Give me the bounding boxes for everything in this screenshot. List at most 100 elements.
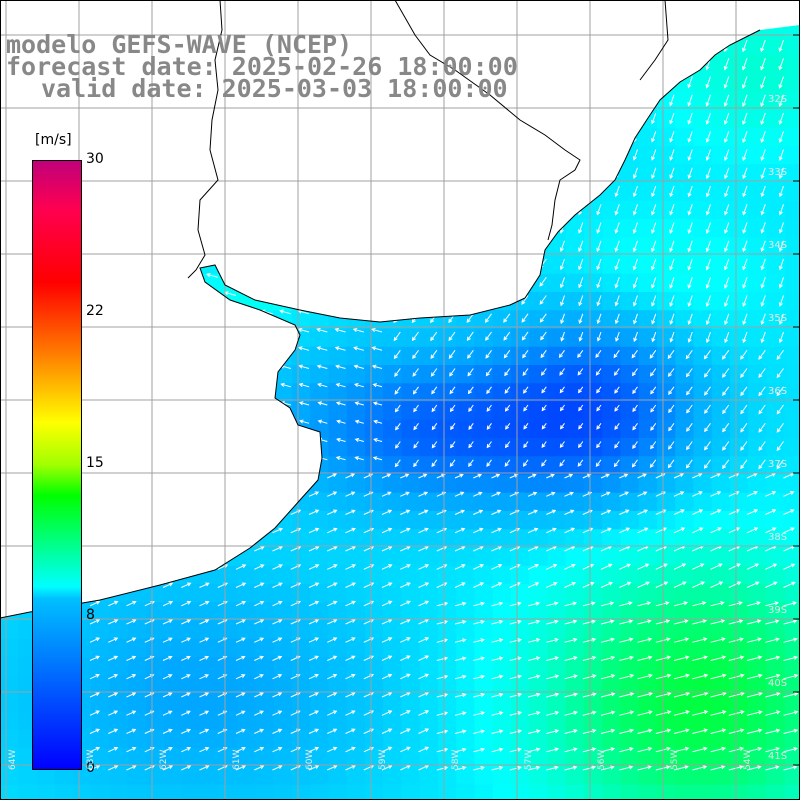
wind-arrow-head bbox=[669, 229, 674, 234]
wind-arrow-head bbox=[393, 336, 398, 342]
wind-arrow bbox=[746, 563, 759, 570]
wind-arrow bbox=[431, 386, 438, 394]
wind-arrow-head bbox=[314, 746, 320, 751]
wind-arrow-head bbox=[760, 120, 765, 126]
wind-arrow bbox=[779, 295, 784, 306]
wind-arrow bbox=[619, 545, 630, 552]
wind-arrow bbox=[686, 368, 693, 377]
wind-arrow-head bbox=[168, 765, 174, 769]
wind-arrow-head bbox=[740, 691, 745, 696]
wind-arrow bbox=[308, 564, 319, 570]
wind-arrow-head bbox=[314, 582, 320, 587]
wind-arrow bbox=[546, 766, 559, 771]
wind-arrow-head bbox=[387, 637, 393, 642]
wind-arrow-head bbox=[498, 711, 504, 716]
wind-arrow-head bbox=[498, 656, 504, 661]
wind-arrow bbox=[582, 711, 596, 716]
wind-arrow bbox=[491, 528, 502, 534]
wind-arrow-head bbox=[486, 407, 491, 412]
wind-arrow bbox=[473, 564, 484, 570]
wind-arrow-head bbox=[758, 373, 763, 379]
wind-arrow-head bbox=[756, 619, 762, 624]
wind-arrow bbox=[614, 423, 620, 430]
wind-arrow-head bbox=[687, 138, 692, 143]
wind-arrow bbox=[668, 441, 675, 450]
wind-arrow-head bbox=[705, 302, 710, 308]
wind-arrow-head bbox=[204, 728, 210, 733]
wind-arrow bbox=[633, 149, 638, 160]
wind-arrow-head bbox=[521, 336, 526, 341]
wind-arrow bbox=[546, 748, 559, 753]
wind-arrow bbox=[619, 563, 631, 570]
wind-arrow-head bbox=[536, 710, 541, 716]
wind-arrow bbox=[710, 638, 725, 643]
wind-arrow bbox=[527, 602, 540, 607]
wind-arrow bbox=[582, 729, 596, 734]
colorbar-tick-0: 0 bbox=[86, 760, 95, 776]
wind-arrow-head bbox=[299, 419, 304, 424]
wind-arrow-head bbox=[704, 409, 709, 414]
wind-arrow bbox=[509, 582, 521, 588]
wind-arrow-head bbox=[335, 456, 341, 461]
wind-arrow bbox=[761, 277, 766, 288]
wind-arrow-head bbox=[651, 119, 656, 125]
wind-arrow-head bbox=[480, 674, 486, 679]
wind-arrow-head bbox=[686, 427, 691, 432]
wind-arrow-head bbox=[687, 174, 692, 180]
wind-arrow-head bbox=[536, 692, 541, 697]
wind-arrow bbox=[746, 656, 762, 661]
wind-arrow bbox=[418, 582, 429, 588]
wind-arrow bbox=[473, 582, 484, 588]
wind-arrow bbox=[527, 620, 540, 625]
wind-arrow bbox=[394, 459, 401, 467]
wind-arrow-head bbox=[684, 746, 690, 751]
wind-arrow bbox=[381, 655, 392, 661]
wind-arrow bbox=[724, 222, 730, 234]
wind-arrow-head bbox=[443, 638, 449, 643]
wind-arrow bbox=[454, 546, 465, 552]
wind-arrow bbox=[450, 441, 456, 448]
wind-arrow-head bbox=[541, 371, 545, 376]
wind-arrow bbox=[673, 509, 685, 515]
wind-arrow-head bbox=[351, 710, 356, 715]
forecast-date: forecast date: 2025-02-26 18:00:00 bbox=[6, 52, 518, 81]
wind-arrow bbox=[600, 474, 610, 479]
wind-arrow-head bbox=[613, 462, 618, 468]
wind-arrow bbox=[353, 328, 364, 333]
wind-arrow bbox=[710, 602, 724, 607]
wind-arrow-head bbox=[760, 284, 765, 289]
wind-arrow bbox=[504, 386, 511, 394]
wind-arrow-head bbox=[615, 337, 620, 342]
wind-arrow bbox=[728, 473, 739, 479]
wind-arrow bbox=[491, 748, 503, 753]
wind-arrow bbox=[336, 420, 346, 424]
wind-arrow-head bbox=[351, 527, 356, 532]
wind-arrow-head bbox=[573, 637, 578, 642]
wind-arrow-head bbox=[424, 728, 430, 733]
wind-arrow-head bbox=[168, 619, 173, 624]
wind-arrow-head bbox=[645, 581, 650, 586]
wind-arrow bbox=[381, 728, 392, 734]
wind-arrow bbox=[710, 491, 721, 497]
wind-arrow-head bbox=[541, 443, 546, 449]
wind-arrow-head bbox=[632, 192, 637, 198]
wind-arrow bbox=[651, 222, 657, 234]
wind-arrow-head bbox=[631, 371, 636, 377]
wind-arrow-head bbox=[278, 746, 283, 751]
wind-arrow-head bbox=[371, 364, 377, 369]
lon-label: 56W bbox=[597, 749, 607, 770]
lat-label: 32S bbox=[768, 94, 788, 105]
wind-arrow-head bbox=[298, 401, 304, 406]
wind-arrow-head bbox=[462, 601, 467, 606]
wind-arrow-head bbox=[461, 582, 466, 587]
wind-arrow bbox=[761, 331, 766, 343]
wind-arrow bbox=[345, 655, 356, 661]
wind-arrow-head bbox=[278, 765, 283, 769]
wind-arrow-head bbox=[168, 728, 173, 733]
wind-arrow bbox=[290, 546, 301, 552]
wind-arrow-head bbox=[684, 637, 690, 642]
wind-arrow bbox=[418, 746, 429, 753]
wind-arrow bbox=[582, 638, 596, 643]
wind-arrow bbox=[779, 185, 784, 197]
wind-arrow-head bbox=[778, 192, 783, 198]
